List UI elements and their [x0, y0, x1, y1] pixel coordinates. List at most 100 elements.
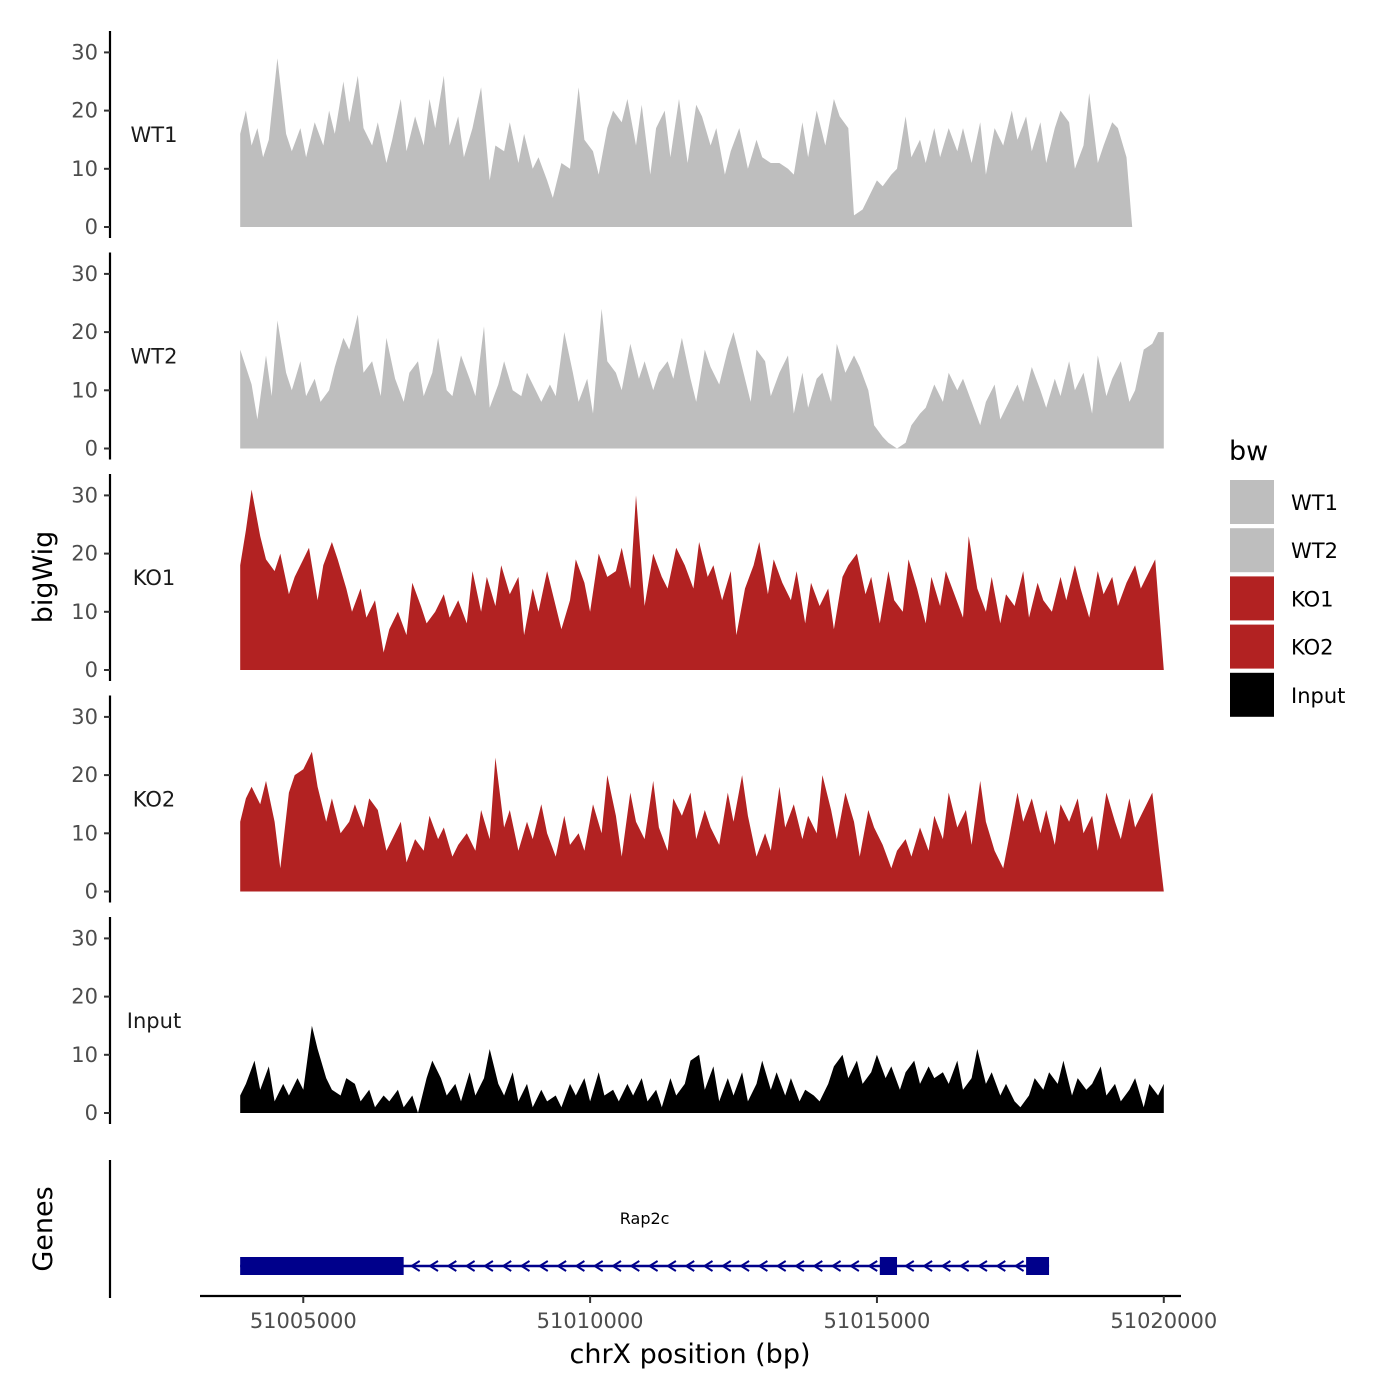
legend-item-ko2: KO2 — [1230, 624, 1334, 669]
strand-arrow — [922, 1260, 933, 1272]
legend-label: KO1 — [1291, 587, 1334, 611]
track-label-ko2: KO2 — [133, 787, 176, 811]
y-tick-label: 20 — [71, 763, 98, 787]
strand-arrow — [958, 1260, 970, 1272]
y-tick-label: 10 — [71, 1043, 98, 1067]
strand-arrow — [592, 1260, 604, 1272]
y-tick-label: 30 — [71, 483, 98, 507]
bigwig-tracks: 0 10 20 30 WT1 0 10 20 30 WT2 0 10 20 30 KO1 0 10 20 30 KO2… — [71, 31, 1164, 1125]
track-area-ko2 — [240, 751, 1164, 892]
legend-swatch — [1230, 576, 1274, 621]
strand-arrow — [684, 1260, 695, 1272]
legend-label: WT1 — [1291, 491, 1338, 515]
legend: bw WT1 WT2 KO1 KO2 Input — [1229, 436, 1345, 717]
x-tick-label: 51015000 — [824, 1309, 931, 1333]
x-tick-label: 51020000 — [1110, 1309, 1217, 1333]
strand-arrow — [647, 1260, 659, 1272]
track-ko1: 0 10 20 30 KO1 — [71, 474, 1164, 682]
y-tick-label: 20 — [71, 542, 98, 566]
gene-exon — [240, 1257, 404, 1275]
track-area-input — [240, 1025, 1164, 1113]
strand-arrow — [867, 1260, 878, 1272]
strand-arrow — [940, 1260, 951, 1272]
track-label-input: Input — [127, 1009, 181, 1033]
track-label-ko1: KO1 — [133, 566, 176, 590]
legend-title: bw — [1229, 436, 1268, 467]
strand-arrow — [977, 1260, 988, 1272]
y-tick-label: 10 — [71, 157, 98, 181]
x-axis: 51005000 51010000 51015000 51020000 — [200, 1294, 1217, 1333]
track-input: 0 10 20 30 Input — [71, 917, 1164, 1125]
track-area-wt1 — [240, 58, 1133, 228]
y-tick-label: 10 — [71, 821, 98, 845]
gene-exon — [1026, 1257, 1050, 1275]
y-tick-label: 0 — [85, 658, 98, 682]
y-tick-label: 20 — [71, 985, 98, 1009]
strand-arrow — [464, 1260, 476, 1272]
y-tick-label: 0 — [85, 437, 98, 461]
legend-swatch — [1230, 672, 1274, 717]
y-tick-label: 30 — [71, 262, 98, 286]
legend-item-input: Input — [1230, 672, 1345, 717]
legend-label: WT2 — [1291, 539, 1338, 563]
track-wt1: 0 10 20 30 WT1 — [71, 31, 1133, 239]
legend-label: KO2 — [1291, 636, 1334, 660]
x-tick-label: 51010000 — [537, 1309, 644, 1333]
track-area-wt2 — [240, 308, 1164, 449]
track-label-wt2: WT2 — [131, 344, 178, 368]
track-area-ko1 — [240, 489, 1164, 670]
y-axis-title: bigWig — [28, 531, 59, 624]
legend-swatch — [1230, 624, 1274, 669]
strand-arrow — [611, 1260, 622, 1272]
legend-swatch — [1230, 480, 1274, 524]
gene-exon — [879, 1257, 898, 1275]
x-tick-label: 51005000 — [250, 1309, 357, 1333]
strand-arrow — [446, 1260, 457, 1272]
strand-arrow — [849, 1260, 860, 1272]
strand-arrow — [501, 1260, 512, 1272]
legend-item-wt2: WT2 — [1230, 528, 1338, 573]
strand-arrow — [666, 1260, 677, 1272]
strand-arrow — [629, 1260, 640, 1272]
track-label-wt1: WT1 — [131, 123, 178, 147]
strand-arrow — [519, 1260, 531, 1272]
legend-swatch — [1230, 528, 1274, 573]
strand-arrow — [757, 1260, 768, 1272]
y-tick-label: 10 — [71, 600, 98, 624]
y-tick-label: 30 — [71, 40, 98, 64]
genes-panel: Rap2c — [108, 1160, 1050, 1298]
strand-arrow — [775, 1260, 787, 1272]
strand-arrow — [903, 1260, 915, 1272]
y-tick-label: 0 — [85, 215, 98, 239]
legend-item-ko1: KO1 — [1230, 576, 1334, 621]
y-tick-label: 30 — [71, 705, 98, 729]
strand-arrow — [794, 1260, 805, 1272]
strand-arrow — [812, 1260, 823, 1272]
gene-name-label: Rap2c — [620, 1209, 670, 1228]
x-axis-title: chrX position (bp) — [569, 1339, 810, 1370]
strand-arrow — [428, 1260, 439, 1272]
y-tick-label: 20 — [71, 320, 98, 344]
legend-item-wt1: WT1 — [1230, 480, 1338, 524]
y-tick-label: 10 — [71, 378, 98, 402]
strand-arrow — [537, 1260, 549, 1272]
genes-panel-title: Genes — [28, 1186, 59, 1271]
track-ko2: 0 10 20 30 KO2 — [71, 695, 1164, 904]
y-tick-label: 0 — [85, 880, 98, 904]
strand-arrow — [409, 1260, 421, 1272]
strand-arrow — [483, 1260, 494, 1272]
y-tick-label: 0 — [85, 1101, 98, 1125]
strand-arrow — [995, 1260, 1006, 1272]
strand-arrow — [702, 1260, 714, 1272]
y-tick-label: 20 — [71, 99, 98, 123]
strand-arrow — [1013, 1260, 1025, 1272]
strand-arrow — [739, 1260, 750, 1272]
strand-arrow — [556, 1260, 567, 1272]
track-wt2: 0 10 20 30 WT2 — [71, 252, 1164, 461]
strand-arrow — [720, 1260, 732, 1272]
legend-label: Input — [1291, 684, 1345, 708]
strand-arrow — [574, 1260, 585, 1272]
strand-arrow — [830, 1260, 842, 1272]
gene-rap2c: Rap2c — [240, 1209, 1050, 1275]
